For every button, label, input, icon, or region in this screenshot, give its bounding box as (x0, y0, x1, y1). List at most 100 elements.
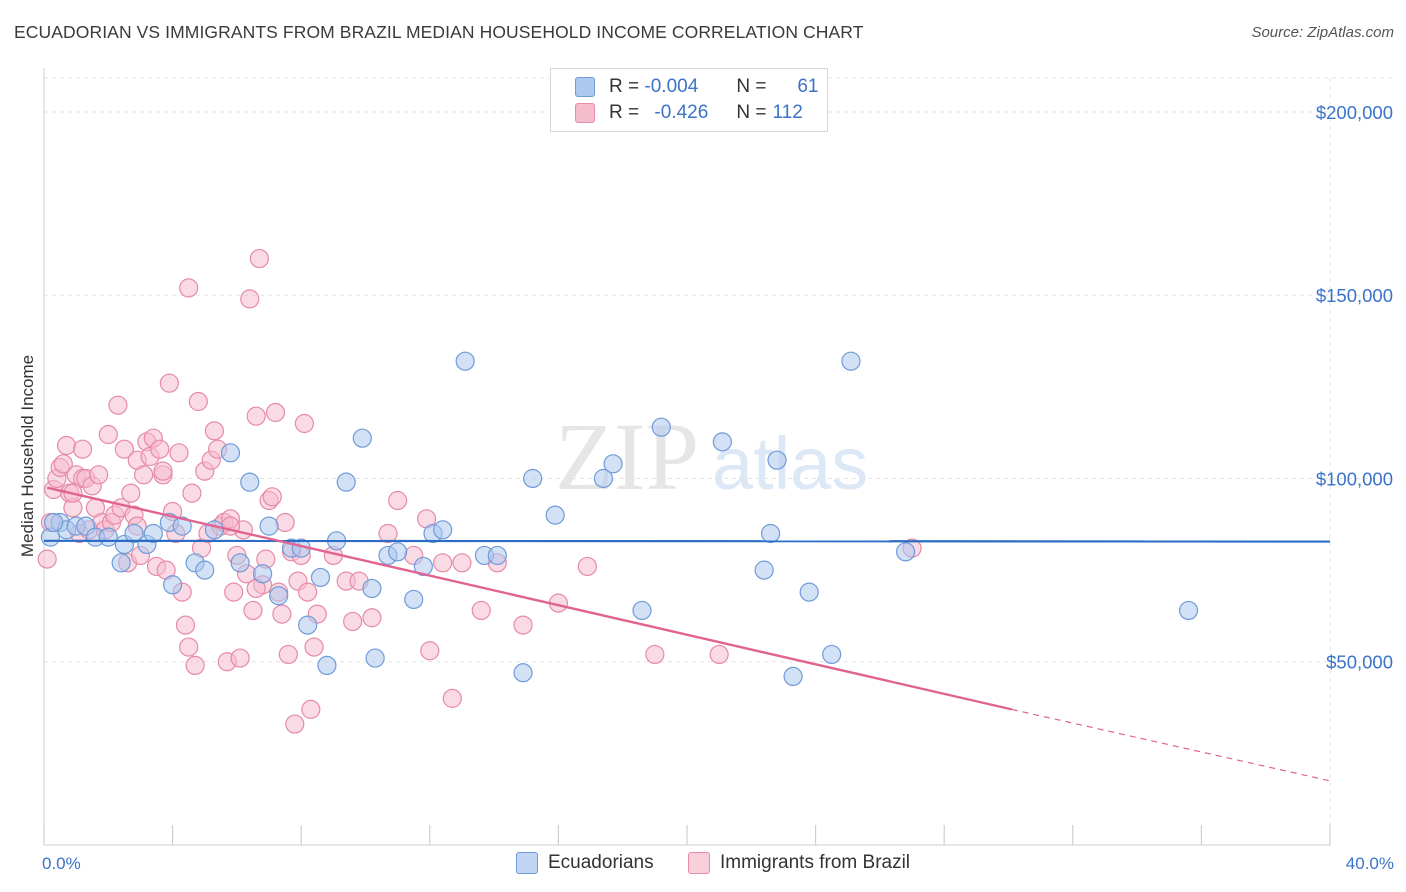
brazil-point (471, 600, 491, 621)
ecuadorian-point (593, 468, 614, 489)
brazil-point (56, 435, 77, 456)
ecuadorian-point (220, 443, 241, 463)
ecuadorian-point (172, 516, 192, 536)
brazil-point (108, 395, 128, 415)
ecuadorian-point (240, 472, 260, 492)
series-ecuadorians-points (40, 351, 1199, 687)
legend-n-value: 112 (772, 102, 803, 123)
legend-swatch-blue (575, 77, 595, 97)
watermark: ZIP atlas (555, 403, 868, 510)
ecuadorian-point (896, 542, 916, 562)
trend-line-ecuadorians (43, 539, 1331, 543)
ecuadorian-point (433, 520, 453, 540)
ecuadorian-point (317, 655, 337, 676)
brazil-point (262, 487, 282, 507)
brazil-point (272, 604, 292, 624)
brazil-point (121, 483, 141, 503)
ecuadorian-point (487, 545, 507, 566)
brazil-point (185, 655, 205, 676)
trend-line-brazil (46, 486, 1012, 711)
ecuadorian-point (1178, 600, 1199, 621)
brazil-point (150, 439, 170, 459)
legend-item-ecuadorians: Ecuadorians (516, 852, 654, 874)
brazil-point (182, 483, 202, 503)
x-tick-label-max: 40.0% (1346, 854, 1394, 873)
brazil-point (98, 424, 118, 445)
ecuadorian-point (822, 644, 842, 665)
ecuadorian-point (352, 428, 372, 448)
brazil-point (169, 443, 189, 463)
brazil-point (224, 582, 244, 602)
legend-r-label: R = (609, 76, 640, 97)
brazil-point (188, 391, 208, 412)
brazil-point (378, 523, 398, 544)
ecuadorian-point (783, 666, 803, 687)
brazil-point (420, 641, 440, 661)
brazil-point (294, 413, 315, 434)
ecuadorian-point (111, 553, 131, 573)
brazil-point (709, 644, 729, 665)
brazil-point (343, 611, 363, 632)
x-tick-label-min: 0.0% (42, 854, 81, 873)
y-axis-label: Median Household Income (18, 355, 37, 557)
brazil-point (362, 608, 382, 628)
y-tick-label: $100,000 (1316, 468, 1393, 489)
ecuadorian-point (388, 542, 408, 562)
brazil-point (153, 461, 173, 481)
brazil-point (204, 421, 224, 441)
ecuadorian-point (651, 417, 671, 437)
ecuadorian-point (760, 523, 781, 544)
watermark-zip: ZIP (555, 403, 699, 510)
ecuadorian-point (513, 663, 533, 683)
brazil-point (72, 439, 93, 459)
brazil-point (114, 439, 134, 459)
y-tick-labels: $50,000 $100,000 $150,000 $200,000 (1316, 102, 1393, 673)
brazil-point (301, 699, 321, 719)
watermark-atlas: atlas (712, 422, 868, 505)
legend-n-value: 61 (797, 76, 819, 97)
y-tick-label: $150,000 (1316, 285, 1393, 306)
legend-item-brazil: Immigrants from Brazil (688, 852, 910, 874)
brazil-point (275, 512, 295, 533)
ecuadorian-point (404, 589, 424, 610)
brazil-point (230, 648, 250, 668)
legend-row-ecuadorians: R = -0.004 N = 61 (575, 75, 819, 99)
brazil-point (442, 688, 462, 708)
brazil-point (249, 248, 270, 269)
ecuadorian-point (44, 512, 64, 533)
stats-legend: R = -0.004 N = 61 R = -0.426 N = 112 (550, 68, 828, 132)
y-tick-label: $200,000 (1316, 102, 1393, 123)
brazil-point (175, 615, 196, 635)
brazil-point (89, 465, 109, 485)
ecuadorian-point (545, 505, 565, 525)
brazil-point (513, 615, 533, 635)
series-legend: Ecuadorians Immigrants from Brazil (0, 852, 1406, 878)
brazil-point (265, 402, 286, 423)
trend-lines (43, 486, 1331, 782)
brazil-point (285, 714, 305, 734)
ecuadorian-point (124, 523, 144, 544)
legend-n-label: N = (736, 76, 767, 97)
brazil-point (37, 549, 57, 569)
brazil-point (278, 644, 298, 665)
brazil-point (433, 553, 453, 573)
ecuadorian-point (767, 450, 787, 470)
trend-line-brazil-extension (1011, 708, 1331, 782)
brazil-point (243, 600, 263, 621)
ecuadorian-point (230, 553, 250, 573)
legend-swatch-pink (575, 103, 595, 123)
legend-row-brazil: R = -0.426 N = 112 (575, 101, 815, 125)
brazil-point (452, 553, 472, 573)
ecuadorian-point (754, 560, 774, 580)
ecuadorian-point (365, 648, 385, 668)
ecuadorian-point (163, 575, 183, 595)
legend-swatch-blue (516, 852, 538, 874)
ecuadorian-point (841, 351, 861, 371)
ecuadorian-point (143, 523, 163, 544)
ecuadorian-point (310, 567, 331, 588)
brazil-point (179, 637, 199, 657)
brazil-point (246, 406, 266, 426)
legend-n-label: N = (736, 102, 767, 123)
legend-r-value: -0.426 (654, 102, 709, 123)
